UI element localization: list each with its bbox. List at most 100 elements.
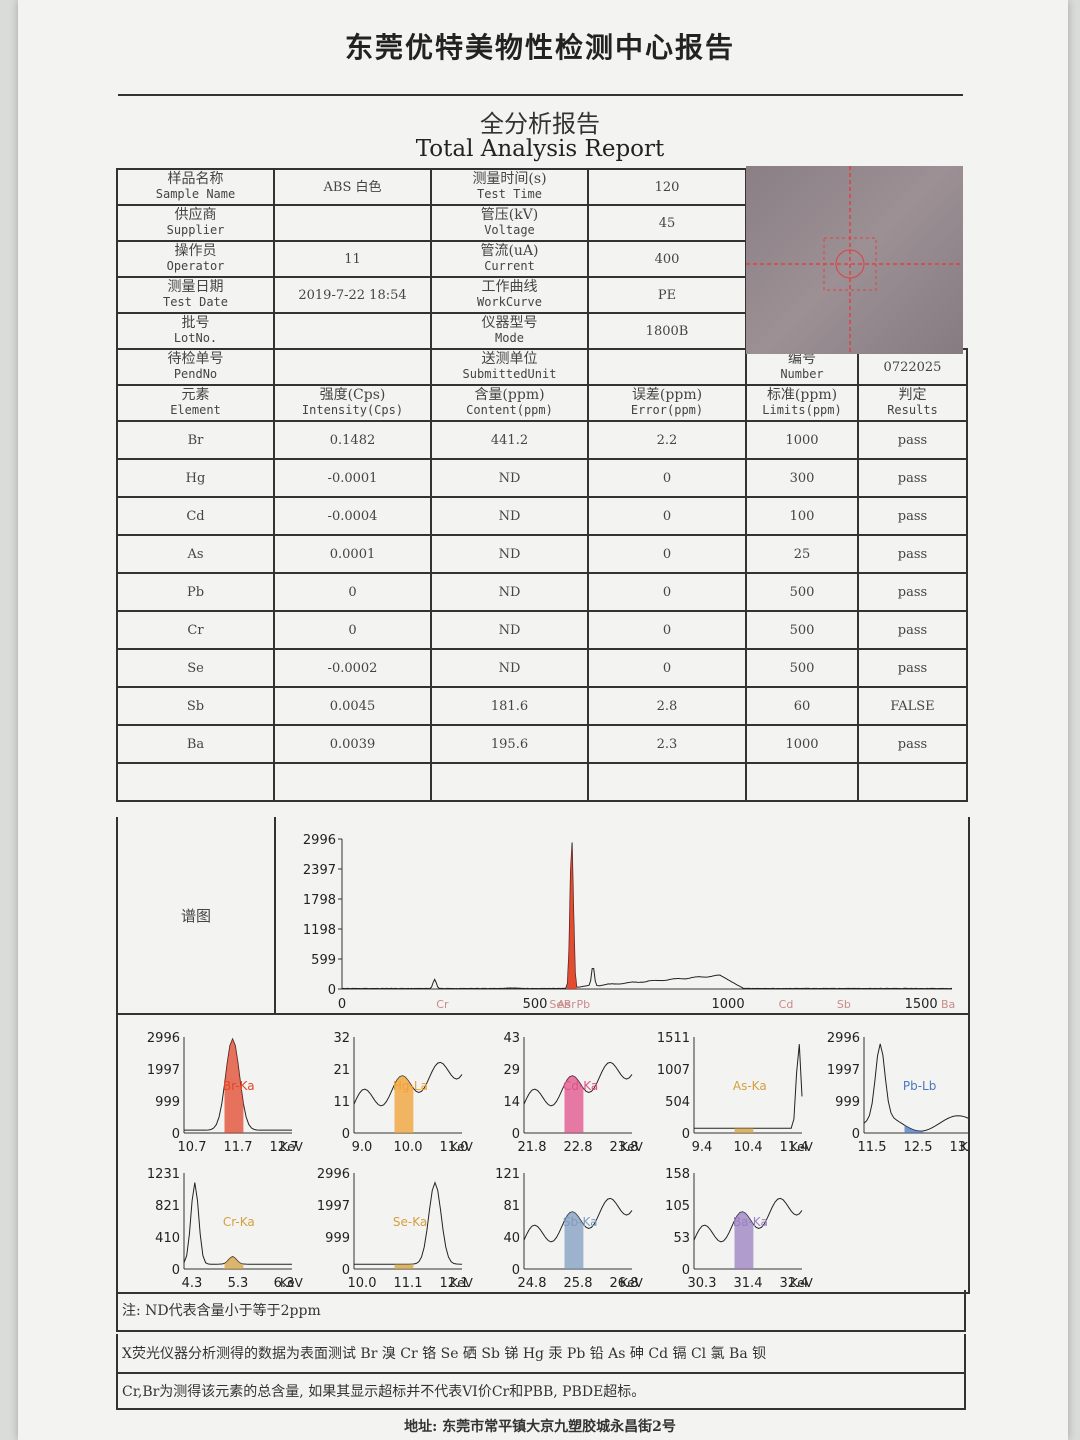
col-results-header: 判定 Results — [858, 385, 967, 421]
limits-cell: 100 — [746, 497, 858, 535]
voltage-label: 管压(kV) Voltage — [431, 205, 588, 241]
title-divider — [118, 94, 963, 96]
x-tick-label: 9.4 — [692, 1140, 713, 1155]
report-subtitle-zh: 全分析报告 — [0, 104, 1080, 139]
voltage-value: 45 — [588, 205, 746, 241]
x-tick-label: 4.3 — [182, 1276, 203, 1291]
column-header-row: 元素 Element 强度(Cps) Intensity(Cps) 含量(ppm) C… — [117, 385, 967, 421]
y-tick-label: 999 — [835, 1095, 860, 1110]
y-tick-label: 0 — [172, 1263, 180, 1278]
result-cell: pass — [858, 611, 967, 649]
peak-label: Sb-Ka — [563, 1215, 598, 1229]
element-marker: Cr — [436, 998, 449, 1011]
table-row: Sb 0.0045 181.6 2.8 60 FALSE — [117, 687, 967, 725]
intensity-cell: 0 — [274, 611, 431, 649]
element-cell: Cr — [117, 611, 274, 649]
x-tick-label: 10.7 — [178, 1140, 207, 1155]
number-label: 编号 Number — [746, 349, 858, 385]
unit-label: KeV — [450, 1140, 474, 1154]
content-cell: ND — [431, 459, 588, 497]
y-tick-label: 0 — [682, 1127, 690, 1142]
limits-cell: 500 — [746, 573, 858, 611]
element-cell: As — [117, 535, 274, 573]
unit-label: KeV — [620, 1276, 644, 1290]
y-tick-label: 158 — [665, 1167, 690, 1182]
y-tick-label: 2996 — [317, 1167, 350, 1182]
info-row: 待检单号 PendNo 送测单位 SubmittedUnit 编号 Number 07… — [117, 349, 967, 385]
mode-label: 仪器型号 Mode — [431, 313, 588, 349]
table-row: Hg -0.0001 ND 0 300 pass — [117, 459, 967, 497]
current-value: 400 — [588, 241, 746, 277]
element-cell: Hg — [117, 459, 274, 497]
col-intensity-header: 强度(Cps) Intensity(Cps) — [274, 385, 431, 421]
table-row: Ba 0.0039 195.6 2.3 1000 pass — [117, 725, 967, 763]
peak-label: As-Ka — [733, 1079, 767, 1093]
work-curve-label: 工作曲线 WorkCurve — [431, 277, 588, 313]
limits-cell: 1000 — [746, 421, 858, 459]
y-tick-label: 999 — [155, 1095, 180, 1110]
result-cell: pass — [858, 421, 967, 459]
x-tick-label: 24.8 — [518, 1276, 547, 1291]
y-tick-label: 1007 — [657, 1063, 690, 1078]
element-marker: Pb — [576, 998, 590, 1011]
unit-label: KeV — [960, 1140, 968, 1154]
element-cell: Sb — [117, 687, 274, 725]
error-cell: 0 — [588, 459, 746, 497]
x-tick-label: 11.1 — [394, 1276, 423, 1291]
intensity-cell: 0.0039 — [274, 725, 431, 763]
sample-name-value: ABS 白色 — [274, 169, 431, 205]
sample-name-label: 样品名称 Sample Name — [117, 169, 274, 205]
y-tick-label: 1798 — [303, 893, 336, 908]
table-row: Pb 0 ND 0 500 pass — [117, 573, 967, 611]
y-tick-label: 11 — [333, 1095, 350, 1110]
error-cell: 0 — [588, 573, 746, 611]
mode-value: 1800B — [588, 313, 746, 349]
footer-address: 地址: 东莞市常平镇大京九塑胶城永昌街2号 — [0, 1416, 1080, 1436]
limits-cell: 300 — [746, 459, 858, 497]
x-tick-label: 1500 — [905, 997, 938, 1012]
x-tick-label: 11.7 — [224, 1140, 253, 1155]
peak-chart-br-ka: 2996 1997 999 010.7 11.7 12.7KeV Br-Ka — [147, 1031, 304, 1155]
result-cell: pass — [858, 459, 967, 497]
y-tick-label: 410 — [155, 1231, 180, 1246]
y-tick-label: 599 — [311, 953, 336, 968]
y-tick-label: 105 — [665, 1199, 690, 1214]
peak-chart-ba-ka: 158 105 53 030.3 31.4 32.4KeV Ba-Ka — [665, 1167, 813, 1291]
element-peak-charts: 29961997999010.7 11.7 12.7KeVBr-Ka32211109… — [118, 1015, 968, 1292]
intensity-cell: -0.0001 — [274, 459, 431, 497]
error-cell: 0 — [588, 497, 746, 535]
element-cell: Br — [117, 421, 274, 459]
limits-cell: 1000 — [746, 725, 858, 763]
y-tick-label: 0 — [328, 983, 336, 998]
result-cell: pass — [858, 649, 967, 687]
table-row: Se -0.0002 ND 0 500 pass — [117, 649, 967, 687]
unit-label: KeV — [790, 1276, 814, 1290]
test-time-value: 120 — [588, 169, 746, 205]
x-tick-label: 25.8 — [564, 1276, 593, 1291]
content-cell: ND — [431, 649, 588, 687]
y-tick-label: 32 — [333, 1031, 350, 1046]
y-tick-label: 0 — [342, 1127, 350, 1142]
x-tick-label: 10.0 — [394, 1140, 423, 1155]
content-cell: 195.6 — [431, 725, 588, 763]
supplier-label: 供应商 Supplier — [117, 205, 274, 241]
peak-chart-se-ka: 2996 1997 999 010.0 11.1 12.1KeV Se-Ka — [317, 1167, 474, 1291]
peak-chart-cd-ka: 43 29 14 021.8 22.8 23.8KeV Cd-Ka — [503, 1031, 643, 1155]
limits-cell: 500 — [746, 649, 858, 687]
element-marker: Cd — [779, 998, 794, 1011]
peak-chart-hg-la: 32 21 11 09.0 10.0 11.0KeV Hg-La — [333, 1031, 473, 1155]
peak-chart-pb-lb: 29961997999011.512.513.5KeVPb-Lb — [827, 1031, 968, 1155]
y-tick-label: 1997 — [827, 1063, 860, 1078]
note-elements: X荧光仪器分析测得的数据为表面测试 Br 溴 Cr 铬 Se 硒 Sb 锑 Hg… — [116, 1334, 966, 1374]
note-cr-br: Cr,Br为测得该元素的总含量, 如果其显示超标并不代表VI价Cr和PBB, P… — [116, 1374, 966, 1410]
y-tick-label: 2996 — [147, 1031, 180, 1046]
y-tick-label: 81 — [503, 1199, 520, 1214]
pend-no-label: 待检单号 PendNo — [117, 349, 274, 385]
element-marker: Br — [564, 998, 577, 1011]
unit-label: KeV — [620, 1140, 644, 1154]
y-tick-label: 43 — [503, 1031, 520, 1046]
y-tick-label: 2996 — [827, 1031, 860, 1046]
intensity-cell: -0.0002 — [274, 649, 431, 687]
peak-label: Cr-Ka — [223, 1215, 255, 1229]
pend-no-value — [274, 349, 431, 385]
